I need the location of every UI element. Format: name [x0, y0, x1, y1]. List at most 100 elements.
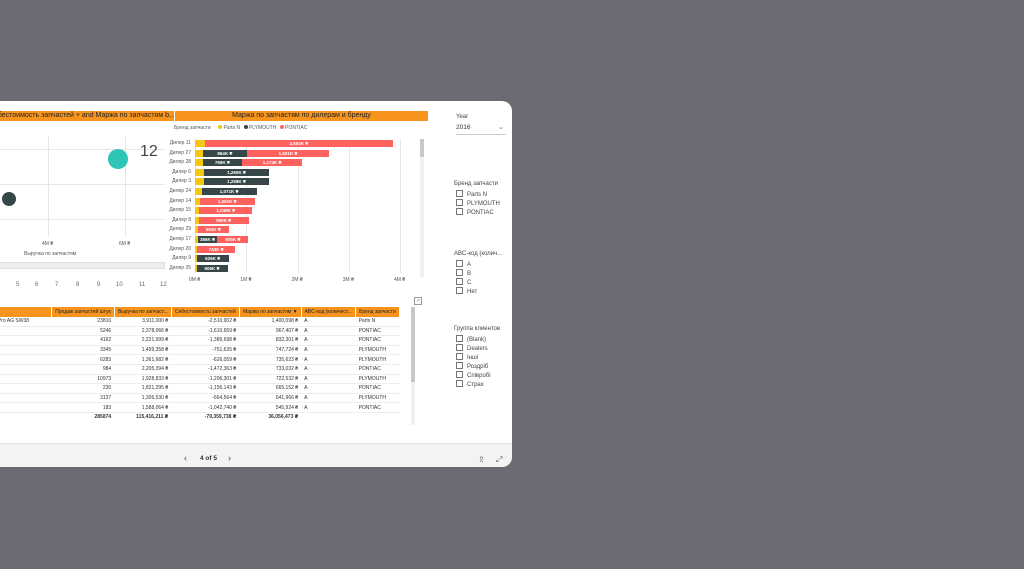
bar-segment-plymouth[interactable]	[202, 159, 243, 167]
col-header-brand[interactable]: Бренд запчасти	[355, 307, 400, 317]
bar-segment-parts-n[interactable]	[195, 236, 198, 243]
clients-slicer-item[interactable]: Співробі	[456, 371, 491, 379]
checkbox-icon[interactable]	[456, 344, 463, 351]
clients-slicer-item[interactable]: Страх	[456, 380, 484, 388]
bar-segment-parts-n[interactable]	[195, 197, 201, 205]
scatter-play-axis-slider[interactable]	[0, 262, 165, 269]
bar-segment-parts-n[interactable]	[195, 264, 197, 272]
checkbox-icon[interactable]	[456, 190, 463, 197]
table-cell	[0, 354, 52, 365]
table-cell: 1,361,682 ₴	[114, 354, 172, 365]
total-cell	[301, 411, 356, 422]
table-cell: 2,221,999 ₴	[114, 335, 172, 346]
abc-slicer-item[interactable]: C	[456, 278, 471, 286]
fullscreen-icon[interactable]: ⤢	[496, 455, 503, 464]
clients-slicer-item[interactable]: Інші	[456, 353, 478, 361]
bar-segment-pontiac[interactable]	[199, 207, 253, 215]
table-cell: Parts N	[355, 317, 400, 327]
bar-segment-parts-n[interactable]	[195, 255, 197, 263]
checkbox-icon[interactable]	[456, 335, 463, 342]
bar-scrollbar[interactable]	[420, 139, 424, 277]
brand-slicer-item[interactable]: Parts N	[456, 190, 487, 198]
checkbox-icon[interactable]	[456, 371, 463, 378]
bar-segment-pontiac[interactable]	[197, 245, 236, 253]
table-cell: 1,400,098 ₴	[239, 317, 302, 327]
table-row[interactable]: 3137 1,306,530 ₴ -664,564 ₴ 641,966 ₴ A PLYMO…	[0, 393, 400, 404]
abc-slicer-item[interactable]: B	[456, 269, 471, 277]
brand-slicer-label: PLYMOUTH	[467, 201, 500, 207]
bar-segment-pontiac[interactable]	[200, 197, 255, 205]
brand-slicer-item[interactable]: PONTIAC	[456, 208, 494, 216]
bar-segment-plymouth[interactable]	[204, 168, 269, 176]
bar-segment-pontiac[interactable]	[198, 216, 249, 224]
bar-data-label: 594K ₴	[205, 227, 221, 233]
bar-segment-pontiac[interactable]	[198, 226, 229, 234]
col-header-abc[interactable]: ABC-код (количест...	[301, 307, 357, 317]
bar-segment-parts-n[interactable]	[195, 188, 202, 195]
table-row[interactable]: 984 2,205,394 ₴ -1,472,363 ₴ 733,032 ₴ A PONT…	[0, 364, 400, 375]
abc-slicer-item[interactable]: Нет	[456, 287, 477, 295]
abc-slicer-item[interactable]: A	[456, 260, 471, 268]
bar-segment-plymouth[interactable]	[201, 188, 257, 195]
table-row[interactable]: 5246 2,378,066 ₴ -1,610,659 ₴ 967,407 ₴ A PON…	[0, 326, 400, 337]
bar-segment-pontiac[interactable]	[246, 149, 329, 157]
bar-segment-parts-n[interactable]	[195, 149, 203, 157]
bar-segment-plymouth[interactable]	[197, 236, 218, 243]
checkbox-icon[interactable]	[456, 199, 463, 206]
bar-segment-parts-n[interactable]	[195, 245, 198, 253]
clients-slicer-item[interactable]: Dealers	[456, 344, 488, 352]
table-row[interactable]: 4162 2,221,999 ₴ -1,389,698 ₴ 832,301 ₴ A PON…	[0, 335, 400, 346]
bar-segment-parts-n[interactable]	[195, 159, 203, 167]
bar-segment-parts-n[interactable]	[195, 140, 206, 147]
checkbox-icon[interactable]	[456, 380, 463, 387]
bar-segment-parts-n[interactable]	[195, 168, 205, 176]
checkbox-icon[interactable]	[456, 287, 463, 294]
checkbox-icon[interactable]	[456, 278, 463, 285]
col-header-margin[interactable]: Маржа по запчастям ▼	[239, 307, 302, 317]
bar-segment-parts-n[interactable]	[195, 178, 205, 186]
clients-slicer-label: Інші	[467, 355, 479, 361]
share-icon[interactable]: ⇪	[478, 455, 485, 464]
bar-segment-parts-n[interactable]	[195, 207, 200, 215]
bar-segment-pontiac[interactable]	[242, 159, 303, 167]
table-cell: -1,042,740 ₴	[171, 402, 240, 413]
year-dropdown[interactable]: 2016 ⌄	[456, 124, 506, 135]
bar-segment-pontiac[interactable]	[217, 236, 249, 243]
focus-mode-icon[interactable]: ↗	[414, 297, 422, 305]
table-row[interactable]: 6283 1,361,682 ₴ -626,059 ₴ 735,623 ₴ A PLYMO…	[0, 354, 400, 365]
table-row[interactable]: 3345 1,499,358 ₴ -751,635 ₴ 747,724 ₴ A PLYMO…	[0, 345, 400, 356]
bar-xtick: 3M ₴	[342, 277, 354, 284]
bar-segment-pontiac[interactable]	[205, 140, 393, 147]
col-header-revenue[interactable]: Выручка по запчаст...	[114, 307, 172, 317]
brand-slicer-item[interactable]: PLYMOUTH	[456, 199, 500, 207]
bar-segment-parts-n[interactable]	[195, 216, 199, 224]
bar-segment-plymouth[interactable]	[204, 178, 269, 186]
scatter-point-dark[interactable]	[2, 192, 16, 206]
table-row[interactable]: 183 1,588,064 ₴ -1,042,740 ₴ 545,924 ₴ A PONT…	[0, 402, 400, 413]
clients-slicer-label: (Blank)	[467, 337, 487, 343]
clients-slicer-item[interactable]: Роздріб	[456, 362, 488, 370]
col-header-cost[interactable]: Себестоимость запчастей	[171, 307, 240, 317]
checkbox-icon[interactable]	[456, 362, 463, 369]
table-scrollbar[interactable]	[411, 307, 415, 425]
next-page-icon[interactable]: ›	[228, 453, 231, 463]
table-row[interactable]: 10973 1,928,833 ₴ -1,206,301 ₴ 722,532 ₴ A PL…	[0, 374, 400, 385]
checkbox-icon[interactable]	[456, 208, 463, 215]
table-cell: A	[301, 326, 356, 337]
legend-plymouth-icon	[243, 125, 248, 129]
scatter-point-teal[interactable]	[108, 149, 128, 169]
bar-segment-plymouth[interactable]	[196, 255, 229, 263]
col-header-qty[interactable]: Продаж запчастей штук	[51, 307, 115, 317]
table-row[interactable]: 230 1,821,295 ₴ -1,156,143 ₴ 665,152 ₴ A PONT…	[0, 383, 400, 394]
table-cell: 1,821,295 ₴	[114, 383, 172, 394]
col-header-name[interactable]	[0, 307, 52, 317]
prev-page-icon[interactable]: ‹	[184, 453, 187, 463]
checkbox-icon[interactable]	[456, 260, 463, 267]
bar-segment-plymouth[interactable]	[196, 264, 228, 272]
checkbox-icon[interactable]	[456, 269, 463, 276]
checkbox-icon[interactable]	[456, 353, 463, 360]
bar-segment-plymouth[interactable]	[202, 149, 247, 157]
clients-slicer-item[interactable]: (Blank)	[456, 335, 486, 343]
bar-segment-parts-n[interactable]	[195, 226, 199, 234]
